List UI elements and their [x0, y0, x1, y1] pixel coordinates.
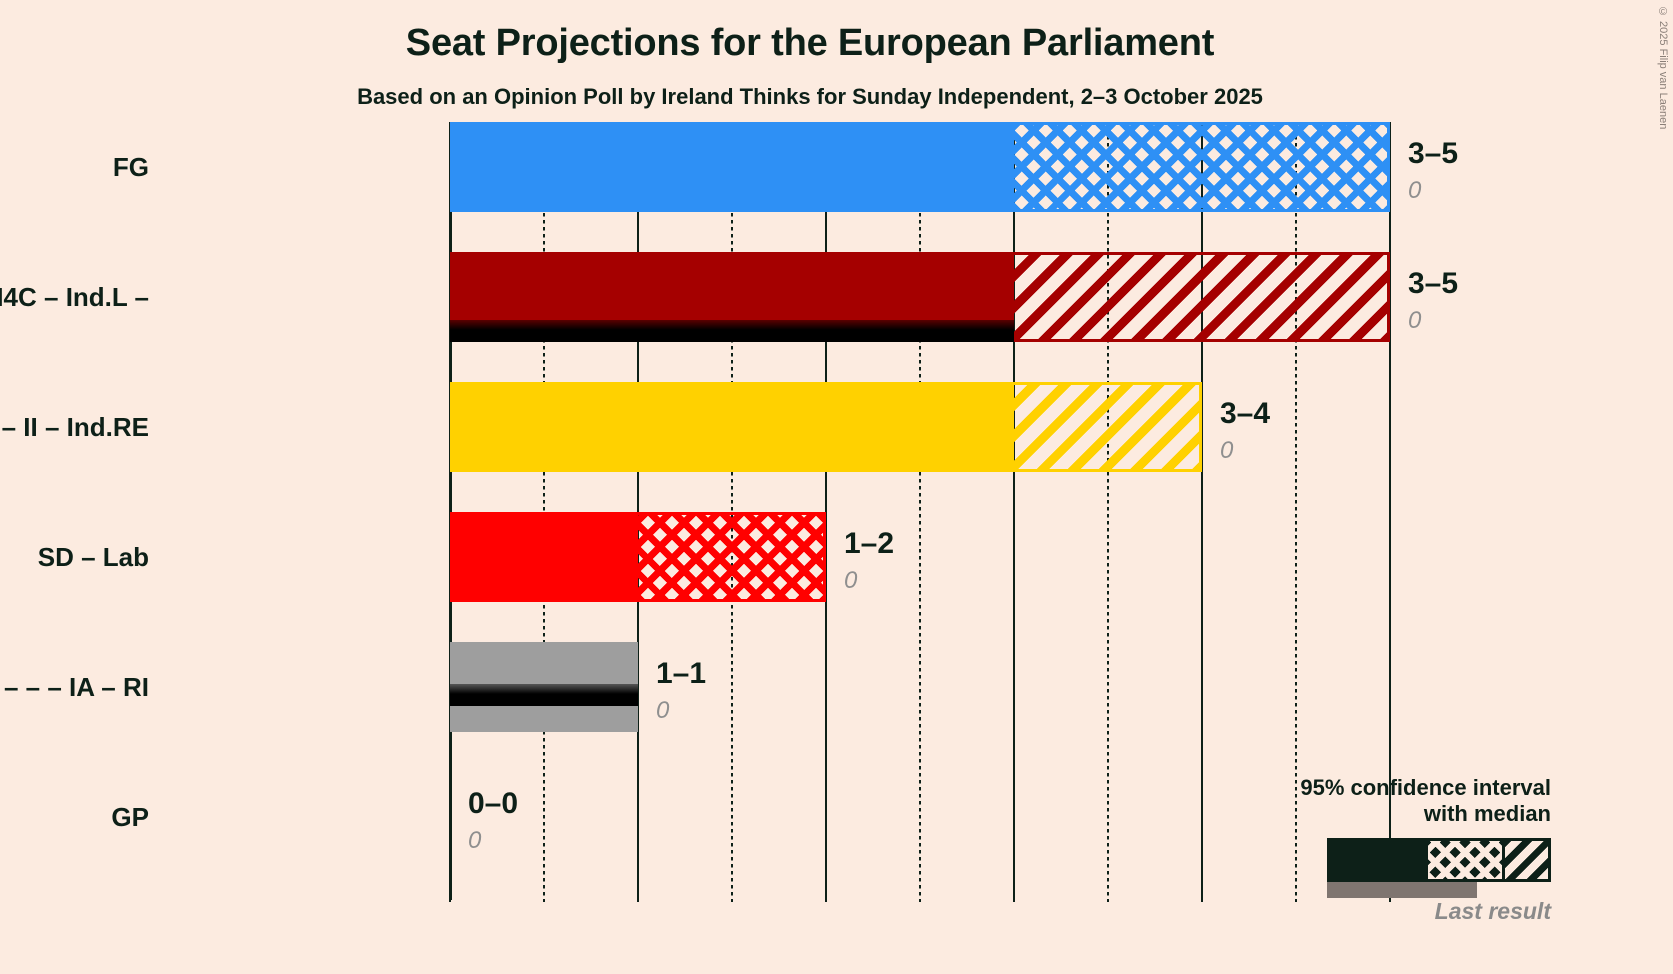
median-marker [450, 320, 1014, 342]
chart-row: SF – S-PBP – I4C – Ind.L – 3–5 0 [0, 252, 1458, 382]
legend-last-result-swatch [1327, 882, 1477, 898]
gridline-solid [825, 122, 827, 902]
plot-area: FG3–50SF – S-PBP – I4C – Ind.L –3–50FF –… [0, 122, 1458, 902]
bar-ci-hatch [638, 512, 826, 602]
gridline-dotted [1295, 122, 1297, 902]
last-result-value: 0 [468, 827, 482, 854]
party-label: Aon – Ind – – – – – IA – RI [0, 672, 149, 702]
median-marker [450, 684, 638, 706]
last-result-value: 0 [844, 567, 858, 594]
bar-median-segment [450, 512, 638, 602]
bar-outline [450, 512, 826, 602]
chart-row: FF – II – Ind.RE 3–4 0 [0, 382, 1390, 512]
gridline-solid [1201, 122, 1203, 902]
gridline-dotted [1107, 122, 1109, 902]
legend-last-result-label: Last result [1434, 898, 1551, 924]
last-result-value: 0 [1408, 307, 1422, 334]
last-result-value: 0 [1220, 437, 1234, 464]
legend-diagonal-swatch [1502, 841, 1548, 879]
last-result-value: 0 [656, 697, 670, 724]
chart-row: GP 0–0 0 [111, 772, 1390, 902]
seat-range-label: 3–5 [1408, 267, 1459, 300]
seat-range-label: 0–0 [468, 787, 519, 820]
legend-crosshatch-swatch [1428, 841, 1502, 879]
bar-outline [450, 382, 1202, 472]
gridline-solid [1389, 122, 1391, 902]
seat-range-label: 1–1 [656, 657, 707, 690]
party-label: SF – S-PBP – I4C – Ind.L – [0, 282, 149, 312]
gridline-solid [1013, 122, 1015, 902]
seat-range-label: 3–5 [1408, 137, 1459, 170]
legend-sample-wrap: Last result [1131, 838, 1551, 924]
last-result-value: 0 [1408, 177, 1422, 204]
legend-ci-line2: with median [1423, 800, 1551, 826]
chart-subtitle: Based on an Opinion Poll by Ireland Thin… [357, 84, 1263, 109]
seat-range-label: 3–4 [1220, 397, 1271, 430]
chart-legend: 95% confidence interval with median Last… [1131, 775, 1551, 924]
bar-outline [450, 122, 1390, 212]
chart-row: SD – Lab 1–2 0 [38, 512, 1390, 642]
party-label: FG [112, 152, 149, 182]
party-label: GP [111, 802, 149, 832]
chart-row: Aon – Ind – – – – – IA – RI 1–1 0 [0, 642, 1390, 772]
bar-ci-hatch [1014, 382, 1202, 472]
bar-median-segment [450, 382, 1014, 472]
legend-sample-bar [1327, 838, 1551, 882]
bar-ci-hatch [1014, 252, 1390, 342]
gridline-dotted [919, 122, 921, 902]
chart-row: FG 3–5 0 [113, 122, 1458, 252]
bar-median-segment [450, 122, 1014, 212]
seat-range-label: 1–2 [844, 527, 895, 560]
copyright-notice: © 2025 Filip van Laenen [1657, 6, 1669, 130]
chart-title: Seat Projections for the European Parlia… [405, 22, 1215, 64]
bar-ci-hatch [1014, 122, 1390, 212]
legend-ci-line1: 95% confidence interval [1300, 775, 1551, 801]
party-label: SD – Lab [37, 542, 149, 572]
party-label: FF – II – Ind.RE [0, 412, 149, 442]
